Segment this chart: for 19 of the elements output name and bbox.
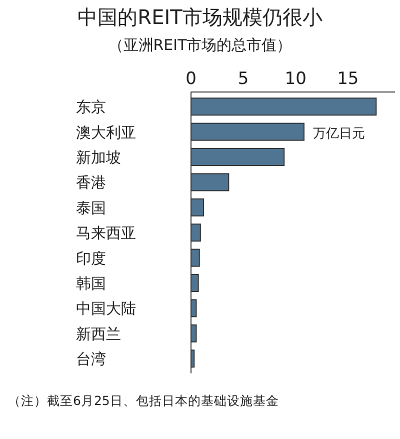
x-tick-label: 15	[337, 69, 359, 89]
y-tick-label: 韩国	[76, 274, 106, 292]
y-tick-label: 马来西亚	[76, 224, 136, 242]
y-tick-label: 中国大陆	[76, 300, 136, 318]
y-tick-label: 泰国	[76, 198, 106, 217]
annotation: 万亿日元	[313, 126, 365, 142]
y-tick-label: 东京	[76, 98, 106, 116]
y-tick-label: 新西兰	[76, 324, 121, 343]
x-tick-label: 10	[284, 69, 306, 89]
text: （注）截至6月25日、包括日本的基础设施基金	[8, 393, 279, 408]
chart-title: 中国的REIT市场规模仍很小	[78, 5, 322, 29]
x-tick-label: 0	[186, 69, 196, 89]
y-tick-label: 香港	[76, 174, 106, 192]
x-tick-label: 5	[238, 69, 249, 89]
y-tick-label: 台湾	[76, 350, 106, 368]
chart-subtitle: （亚洲REIT市场的总市值）	[108, 36, 292, 54]
y-tick-label: 印度	[76, 249, 106, 268]
y-tick-label: 澳大利亚	[76, 123, 136, 142]
y-tick-label: 新加坡	[76, 148, 121, 166]
